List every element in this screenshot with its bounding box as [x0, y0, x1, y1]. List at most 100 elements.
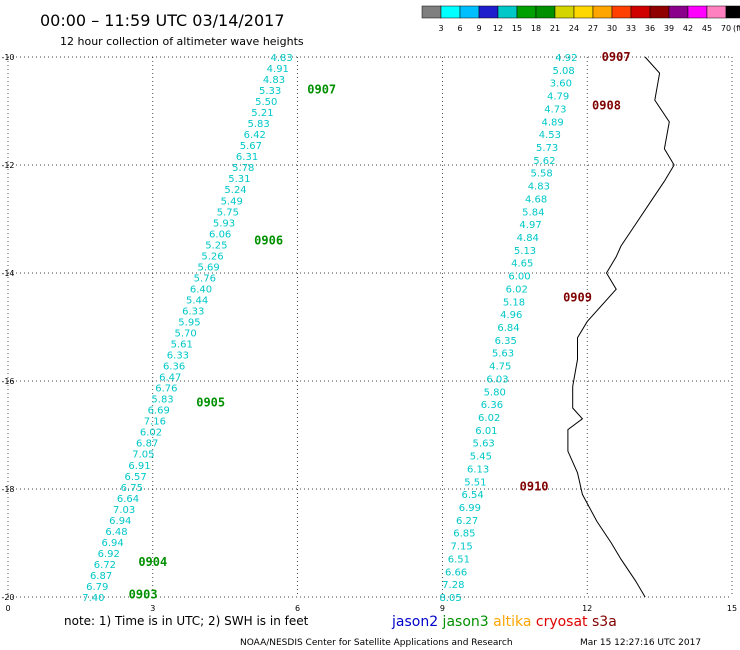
wave-height-label: 5.45: [470, 452, 492, 463]
legend-swatch: [554, 5, 575, 19]
wave-height-label: 5.69: [198, 262, 220, 273]
x-tick-label: 9: [440, 604, 445, 613]
time-label: 0903: [129, 587, 158, 601]
wave-height-label: 6.99: [459, 503, 481, 514]
wave-height-label: 5.67: [240, 141, 262, 152]
legend-label: 70: [721, 24, 731, 33]
wave-height-label: 4.83: [263, 75, 285, 86]
wave-height-label: 4.75: [489, 362, 511, 373]
legend-label: 45: [702, 24, 712, 33]
legend-label: 27: [588, 24, 598, 33]
wave-height-label: 6.01: [475, 426, 497, 437]
wave-height-label: 5.80: [484, 387, 506, 398]
wave-height-label: 5.93: [213, 218, 235, 229]
wave-height-label: 5.63: [492, 349, 514, 360]
legend-swatch: [497, 5, 518, 19]
time-label: 0907: [307, 82, 336, 96]
wave-height-label: 5.70: [174, 329, 196, 340]
legend-swatch: [573, 5, 594, 19]
wave-height-label: 6.76: [155, 384, 177, 395]
legend-label: 15: [512, 24, 522, 33]
legend-label: 18: [531, 24, 541, 33]
map-title: 00:00 – 11:59 UTC 03/14/2017: [40, 11, 285, 30]
wave-height-label: 6.02: [478, 413, 500, 424]
wave-height-label: 7.28: [442, 580, 464, 591]
wave-height-label: 4.97: [519, 220, 541, 231]
wave-height-label: 5.83: [151, 395, 173, 406]
wave-height-label: 6.87: [136, 439, 158, 450]
time-label: 0910: [520, 479, 549, 493]
wave-height-label: 7.15: [450, 542, 472, 553]
satellite-legend: jason2 jason3 altika cryosat s3a: [391, 614, 617, 630]
satellite-altika: altika: [489, 614, 532, 630]
wave-height-label: 4.92: [555, 53, 577, 64]
wave-height-label: 4.53: [539, 130, 561, 141]
x-tick-label: 3: [150, 604, 155, 613]
wave-height-label: 5.76: [194, 273, 216, 284]
wave-height-label: 6.91: [128, 461, 150, 472]
legend-swatch: [440, 5, 461, 19]
wave-height-label: 5.58: [530, 169, 552, 180]
footer: note: 1) Time is in UTC; 2) SWH is in fe…: [64, 614, 701, 648]
wave-height-label: 3.60: [550, 79, 572, 90]
legend-label: 6: [457, 24, 462, 33]
wave-height-label: 6.47: [159, 373, 181, 384]
wave-height-label: 7.16: [144, 417, 166, 428]
wave-height-label: 6.94: [109, 516, 131, 527]
legend-label: 21: [550, 24, 560, 33]
wave-height-label: 6.54: [462, 490, 484, 501]
wave-height-label: 6.42: [244, 130, 266, 141]
wave-height-label: 5.75: [217, 207, 239, 218]
wave-height-label: 6.72: [94, 560, 116, 571]
wave-height-label: 6.64: [117, 494, 139, 505]
wave-height-label: 6.87: [90, 571, 112, 582]
satellite-cryosat: cryosat: [531, 614, 588, 630]
legend-swatch: [687, 5, 708, 19]
legend-swatch: [630, 5, 651, 19]
wave-height-label: 4.79: [547, 92, 569, 103]
wave-height-label: 5.25: [205, 240, 227, 251]
time-label: 0908: [592, 99, 621, 113]
time-label: 0909: [563, 290, 592, 304]
footer-note: note: 1) Time is in UTC; 2) SWH is in fe…: [64, 614, 309, 628]
wave-height-label: 6.48: [105, 527, 127, 538]
wave-height-label: 7.03: [113, 505, 135, 516]
time-label: 0906: [254, 234, 283, 248]
legend-label: 39: [664, 24, 674, 33]
wave-height-label: 5.73: [536, 143, 558, 154]
y-tick-label: -14: [1, 269, 14, 278]
legend-label: 42: [683, 24, 693, 33]
wave-height-label: 5.26: [201, 251, 223, 262]
wave-height-label: 6.92: [98, 549, 120, 560]
wave-height-label: 5.83: [247, 119, 269, 130]
wave-height-label: 5.62: [533, 156, 555, 167]
legend-label: 30: [607, 24, 617, 33]
wave-height-label: 5.95: [178, 317, 200, 328]
legend-swatch: [516, 5, 537, 19]
wave-height-label: 6.75: [121, 483, 143, 494]
wave-height-label: 4.65: [511, 259, 533, 270]
wave-height-label: 5.13: [514, 246, 536, 257]
legend-label: 3: [438, 24, 443, 33]
wave-height-label: 6.13: [467, 464, 489, 475]
wave-height-label: 5.24: [224, 185, 246, 196]
legend-swatch: [611, 5, 632, 19]
wave-height-label: 6.33: [167, 351, 189, 362]
x-tick-label: 6: [295, 604, 300, 613]
legend-swatch: [649, 5, 670, 19]
wave-height-label: 4.83: [528, 182, 550, 193]
time-label: 0907: [602, 50, 631, 64]
wave-height-label: 5.51: [464, 477, 486, 488]
wave-height-label: 6.66: [445, 567, 467, 578]
footer-timestamp: Mar 15 12:27:16 UTC 2017: [580, 638, 701, 648]
map-grid: 0 3 6 9 12 15 -10 -12 -14 -16 -18 -20: [1, 53, 737, 613]
wave-height-label: 5.18: [503, 297, 525, 308]
y-tick-label: -16: [1, 377, 14, 386]
legend-swatch: [725, 5, 740, 19]
y-tick-label: -18: [1, 485, 14, 494]
legend-swatch: [459, 5, 480, 19]
wave-height-label: 6.79: [86, 582, 108, 593]
wave-height-label: 6.33: [182, 306, 204, 317]
wave-height-label: 6.36: [481, 400, 503, 411]
legend-swatch: [421, 5, 442, 19]
